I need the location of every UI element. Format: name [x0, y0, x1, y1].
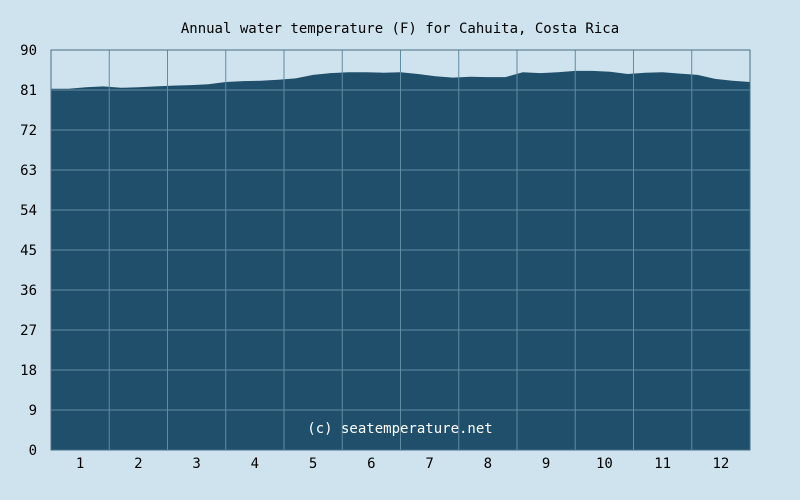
y-tick-label-36: 36	[20, 283, 37, 299]
y-tick-label-81: 81	[20, 83, 37, 99]
x-tick-label-11: 11	[654, 456, 671, 472]
y-tick-label-9: 9	[29, 403, 37, 419]
x-tick-label-4: 4	[251, 456, 259, 472]
x-tick-label-5: 5	[309, 456, 317, 472]
y-tick-label-45: 45	[20, 243, 37, 259]
x-tick-label-12: 12	[712, 456, 729, 472]
y-tick-label-90: 90	[20, 43, 37, 59]
y-tick-label-63: 63	[20, 163, 37, 179]
y-tick-label-27: 27	[20, 323, 37, 339]
x-tick-label-9: 9	[542, 456, 550, 472]
plot-border	[50, 49, 751, 451]
y-tick-label-72: 72	[20, 123, 37, 139]
y-tick-label-0: 0	[29, 443, 37, 459]
x-tick-label-6: 6	[367, 456, 375, 472]
x-tick-label-2: 2	[134, 456, 142, 472]
y-tick-label-54: 54	[20, 203, 37, 219]
x-tick-label-7: 7	[425, 456, 433, 472]
x-tick-label-8: 8	[484, 456, 492, 472]
chart-title: Annual water temperature (F) for Cahuita…	[181, 21, 619, 37]
y-tick-label-18: 18	[20, 363, 37, 379]
x-tick-label-10: 10	[596, 456, 613, 472]
watermark-text: (c) seatemperature.net	[307, 421, 492, 437]
x-tick-label-1: 1	[76, 456, 84, 472]
x-tick-label-3: 3	[192, 456, 200, 472]
